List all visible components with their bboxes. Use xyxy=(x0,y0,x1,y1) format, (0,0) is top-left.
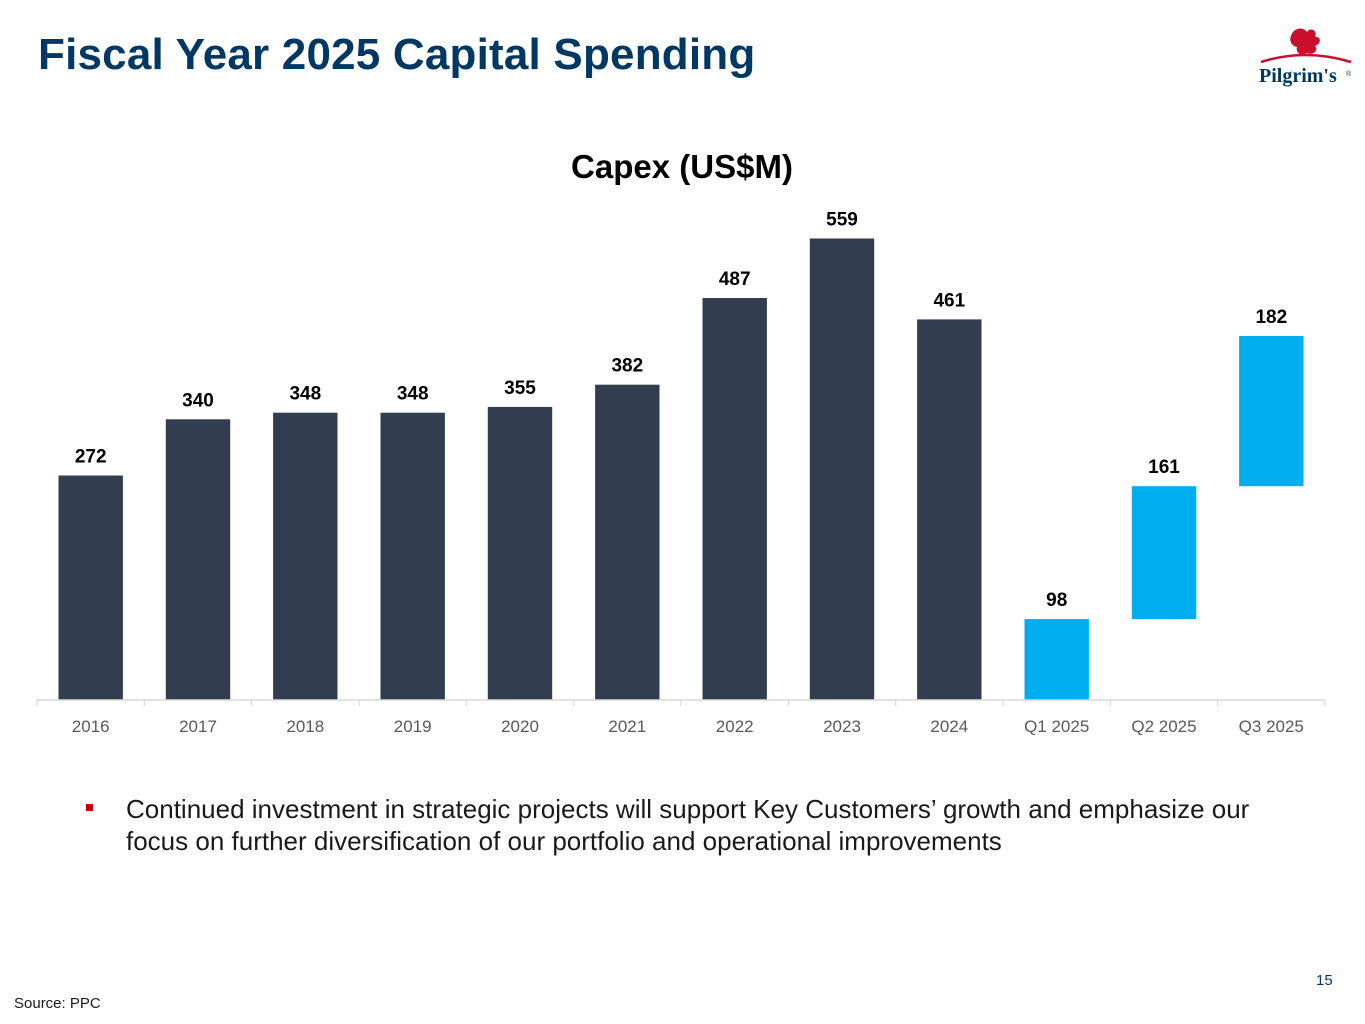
data-label: 182 xyxy=(1255,307,1287,328)
x-tick-label: 2020 xyxy=(501,717,539,736)
bars-group xyxy=(58,238,1304,700)
bar-q3-2025 xyxy=(1239,336,1304,487)
chart-title: Capex (US$M) xyxy=(571,148,793,185)
data-labels-group: 272 340 348 348 355 382 487 559 461 98 161 182 xyxy=(75,210,1287,612)
bar-2017 xyxy=(165,419,231,700)
logo-arc-shape xyxy=(1260,53,1352,64)
bar-q2-2025 xyxy=(1131,486,1197,620)
data-label: 559 xyxy=(826,210,858,231)
rooster-icon: Pilgrim's ® xyxy=(1259,28,1352,87)
data-label: 487 xyxy=(719,269,751,290)
logo-registered-mark: ® xyxy=(1346,70,1352,78)
logo-wordmark: Pilgrim's xyxy=(1259,65,1337,87)
data-label: 161 xyxy=(1148,457,1180,478)
page-number: 15 xyxy=(1316,972,1333,989)
data-label: 382 xyxy=(611,356,643,377)
bar-2018 xyxy=(273,412,338,700)
capex-chart: Capex (US$M) 272 340 348 348 355 382 487 559 461… xyxy=(36,148,1326,736)
source-note: Source: PPC xyxy=(14,995,101,1012)
data-label: 355 xyxy=(504,378,536,399)
x-tick-label: 2023 xyxy=(823,717,861,736)
bar-q1-2025 xyxy=(1024,619,1089,700)
bar-2024 xyxy=(917,319,982,700)
data-label: 340 xyxy=(182,390,214,411)
data-label: 348 xyxy=(397,384,429,405)
x-tick-label: 2018 xyxy=(286,717,324,736)
x-tick-label: 2017 xyxy=(179,717,217,736)
data-label: 348 xyxy=(289,384,321,405)
rooster-crest-shape xyxy=(1290,28,1320,55)
data-label: 98 xyxy=(1046,590,1067,611)
x-tick-label: 2021 xyxy=(608,717,646,736)
bullet-square-icon xyxy=(86,804,93,811)
data-label: 461 xyxy=(933,290,965,311)
bar-2022 xyxy=(702,298,767,700)
company-logo: Pilgrim's ® xyxy=(1255,26,1355,90)
x-axis-group: 2016 2017 2018 2019 2020 2021 2022 2023 2024 Q1 2… xyxy=(36,699,1326,736)
bar-2016 xyxy=(58,475,123,700)
data-label: 272 xyxy=(75,447,107,468)
bullet-text: Continued investment in strategic projec… xyxy=(126,794,1250,856)
x-tick-label: Q3 2025 xyxy=(1239,717,1304,736)
bar-2019 xyxy=(380,412,445,700)
bar-2023 xyxy=(809,238,875,700)
page-title: Fiscal Year 2025 Capital Spending xyxy=(38,30,756,79)
x-tick-label: 2019 xyxy=(394,717,432,736)
bar-2021 xyxy=(595,384,660,700)
x-tick-label: Q2 2025 xyxy=(1131,717,1196,736)
bar-2020 xyxy=(487,406,553,700)
x-tick-label: Q1 2025 xyxy=(1024,717,1089,736)
bullet-list: Continued investment in strategic projec… xyxy=(84,793,1264,857)
x-tick-label: 2024 xyxy=(930,717,968,736)
x-tick-label: 2022 xyxy=(716,717,754,736)
x-tick-label: 2016 xyxy=(72,717,110,736)
bullet-item: Continued investment in strategic projec… xyxy=(84,793,1264,857)
